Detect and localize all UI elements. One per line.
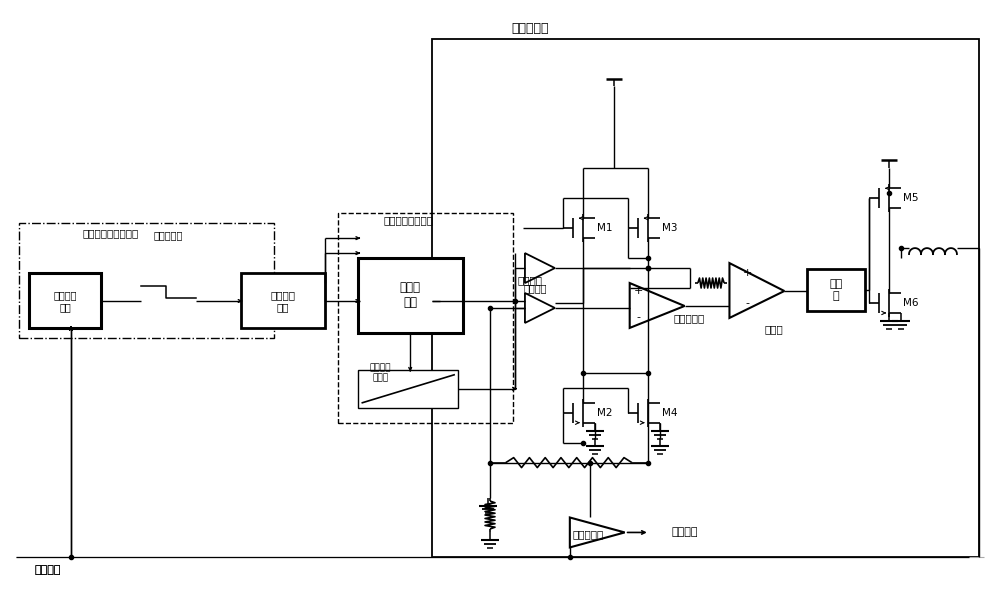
Text: +: + — [743, 268, 752, 278]
Bar — [29, 273, 101, 328]
Text: -: - — [637, 312, 641, 322]
Text: 包络产生
模块: 包络产生 模块 — [270, 290, 295, 312]
Text: M3: M3 — [662, 223, 677, 233]
Text: 低通滤波器: 低通滤波器 — [153, 230, 182, 240]
Text: 比较器: 比较器 — [765, 324, 784, 334]
Text: 包络调制器: 包络调制器 — [511, 22, 549, 35]
Text: M1: M1 — [597, 223, 613, 233]
Text: +: + — [634, 286, 643, 296]
Bar — [19, 223, 274, 338]
Text: 锁相环
电路: 锁相环 电路 — [400, 281, 421, 309]
Text: 射频输入: 射频输入 — [35, 565, 61, 575]
Bar — [432, 39, 979, 557]
Text: 输入信号包络检波器: 输入信号包络检波器 — [83, 228, 139, 238]
Text: 驱动
器: 驱动 器 — [830, 279, 843, 301]
Bar — [338, 213, 513, 423]
Bar — [358, 370, 458, 408]
Text: 包络输入: 包络输入 — [517, 275, 542, 285]
Text: 自动延时对齐模块: 自动延时对齐模块 — [383, 215, 433, 225]
Bar — [807, 269, 865, 311]
Text: M5: M5 — [903, 193, 919, 203]
Text: -: - — [745, 298, 749, 308]
Text: 运算放大器: 运算放大器 — [674, 313, 705, 323]
Bar — [358, 258, 463, 333]
Text: 射频输出: 射频输出 — [671, 527, 698, 537]
Text: 跨导单元: 跨导单元 — [523, 283, 547, 293]
Text: 可变带宽
滤波器: 可变带宽 滤波器 — [370, 363, 391, 382]
Text: 射频输入: 射频输入 — [35, 565, 61, 575]
Text: 功率放大器: 功率放大器 — [572, 530, 603, 540]
Text: M4: M4 — [662, 408, 677, 417]
Text: 全波整流
电路: 全波整流 电路 — [53, 290, 77, 312]
Text: M6: M6 — [903, 298, 919, 308]
Text: M2: M2 — [597, 408, 613, 417]
Bar — [241, 273, 325, 328]
